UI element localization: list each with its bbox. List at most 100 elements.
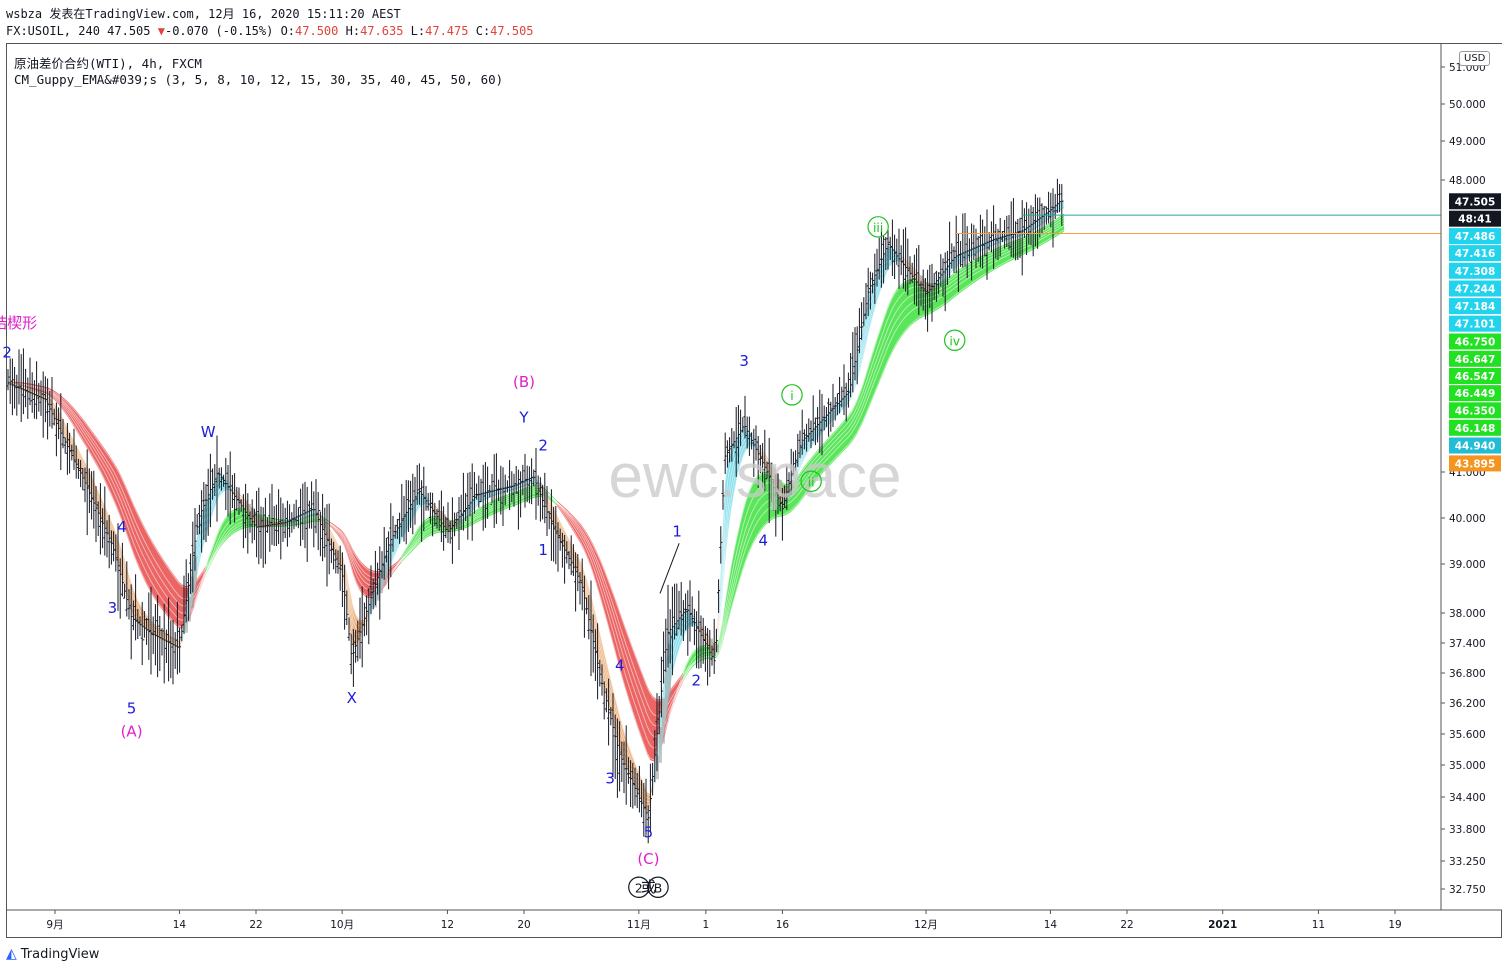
y-tick-label: 33.800 — [1449, 824, 1486, 836]
currency-badge[interactable]: USD — [1459, 51, 1491, 66]
time-axis[interactable]: 9月 14 22 10月 12 20 11月 1 16 12月 14 22 2021 11 19 — [6, 909, 1502, 931]
price-bars — [6, 178, 1064, 844]
gray-ribbon — [188, 596, 191, 622]
gray-ribbon — [782, 486, 785, 506]
long-ema-ribbon — [851, 406, 854, 444]
x-tick-label: 12月 — [914, 919, 938, 931]
wave-label-circle — [943, 329, 966, 351]
gray-ribbon — [779, 479, 782, 498]
y-tick-label: 40.000 — [1449, 513, 1486, 525]
long-ema-ribbon — [899, 283, 902, 341]
wave-label-circle — [781, 384, 803, 406]
x-tick-label: 16 — [776, 919, 790, 931]
gray-ribbon — [920, 275, 923, 286]
long-ema-ribbon — [167, 564, 170, 620]
price-label: 46.647 — [1455, 354, 1496, 366]
y-tick-label: 50.000 — [1449, 99, 1486, 111]
wave-label: 2 — [538, 437, 548, 455]
long-ema-ribbon — [632, 645, 635, 721]
wave-label: (A) — [121, 723, 143, 741]
y-tick-label: 32.750 — [1449, 884, 1486, 896]
x-tick-label: 10月 — [330, 919, 354, 931]
price-label: 48:41 — [1458, 214, 1491, 226]
long-ema-ribbon — [638, 661, 641, 738]
low-value: 47.475 — [425, 24, 469, 38]
long-ema-ribbon — [953, 271, 956, 299]
long-ema-ribbon — [149, 535, 152, 595]
x-tick-label: 19 — [1388, 919, 1401, 931]
gray-ribbon — [668, 644, 671, 700]
gray-ribbon — [377, 583, 380, 601]
y-tick-label: 36.200 — [1449, 698, 1486, 710]
price-label-box — [1449, 402, 1501, 419]
wave-label: 1 — [672, 522, 682, 540]
gray-ribbon — [665, 670, 668, 722]
x-tick-label: 11 — [1312, 919, 1325, 931]
gray-ribbon — [773, 467, 776, 484]
tradingview-logo[interactable]: ◭ TradingView — [6, 946, 99, 962]
y-tick-label: 35.600 — [1449, 729, 1486, 741]
wave-label-circle — [800, 470, 822, 492]
price-label-box — [1449, 262, 1501, 279]
long-ema-ribbon — [236, 507, 239, 532]
change-value: -0.070 (-0.15%) — [164, 24, 274, 38]
price-axis[interactable]: 51.00050.00049.00048.00041.00040.00039.0… — [1440, 44, 1502, 910]
long-ema-ribbon — [950, 273, 953, 301]
wave-label: 3 — [739, 352, 749, 370]
price-label: 47.184 — [1455, 301, 1496, 313]
gray-ribbon — [443, 514, 446, 525]
indicator-legend[interactable]: CM_Guppy_EMA&#039;s (3, 5, 8, 10, 12, 15… — [14, 72, 504, 87]
price-label-box — [1449, 298, 1501, 315]
long-ema-ribbon — [836, 426, 839, 459]
symbol-label: FX:USOIL, 240 47.505 — [6, 24, 151, 38]
wave-label: 2 — [692, 672, 702, 690]
gray-ribbon — [929, 284, 932, 293]
price-label: 47.505 — [1455, 196, 1496, 208]
down-arrow-icon: ▼ — [157, 24, 165, 38]
wave-label: iii — [873, 221, 883, 235]
open-value: 47.500 — [295, 24, 339, 38]
long-ema-ribbon — [635, 653, 638, 729]
y-tick-label: 38.000 — [1449, 608, 1486, 620]
wave-label: 1 — [538, 541, 548, 559]
price-label-box — [1449, 455, 1501, 472]
gray-ribbon — [254, 511, 257, 524]
wave-label: 3 — [108, 599, 118, 617]
gray-ribbon — [542, 486, 545, 497]
long-ema-ribbon — [839, 422, 842, 456]
wave-label: (B) — [513, 373, 535, 391]
wave-label: 5 — [127, 699, 137, 717]
gray-ribbon — [272, 522, 275, 526]
wave-label: 3 — [605, 770, 615, 788]
wave-label: X — [347, 689, 357, 707]
long-ema-ribbon — [962, 265, 965, 292]
low-label: L: — [410, 24, 426, 38]
wave-label: B — [654, 881, 662, 895]
wave-label: 2 — [2, 343, 12, 361]
y-tick-label: 49.000 — [1449, 136, 1486, 148]
gray-ribbon — [245, 500, 248, 511]
high-value: 47.635 — [360, 24, 404, 38]
price-label-box — [1449, 419, 1501, 436]
price-label-box — [1449, 315, 1501, 332]
wave-label-circle — [647, 876, 669, 898]
long-ema-ribbon — [905, 279, 908, 333]
price-label: 47.101 — [1455, 319, 1496, 331]
long-ema-ribbon — [848, 411, 851, 447]
gray-ribbon — [380, 573, 383, 594]
long-ema-ribbon — [893, 290, 896, 352]
gray-ribbon — [659, 727, 662, 763]
price-label-box — [1449, 210, 1501, 227]
long-ema-ribbon — [902, 281, 905, 337]
long-ema-ribbon — [170, 569, 173, 623]
price-label-box — [1449, 228, 1501, 245]
long-ema-ribbon — [146, 529, 149, 590]
trend-line[interactable] — [659, 543, 680, 594]
price-label-box — [1449, 245, 1501, 262]
y-tick-label: 39.000 — [1449, 559, 1486, 571]
long-ema-ribbon — [908, 279, 911, 329]
wave-label: 2 — [635, 881, 643, 895]
x-tick-label: 1 — [703, 919, 710, 931]
watermark: ewc.space — [609, 442, 902, 511]
